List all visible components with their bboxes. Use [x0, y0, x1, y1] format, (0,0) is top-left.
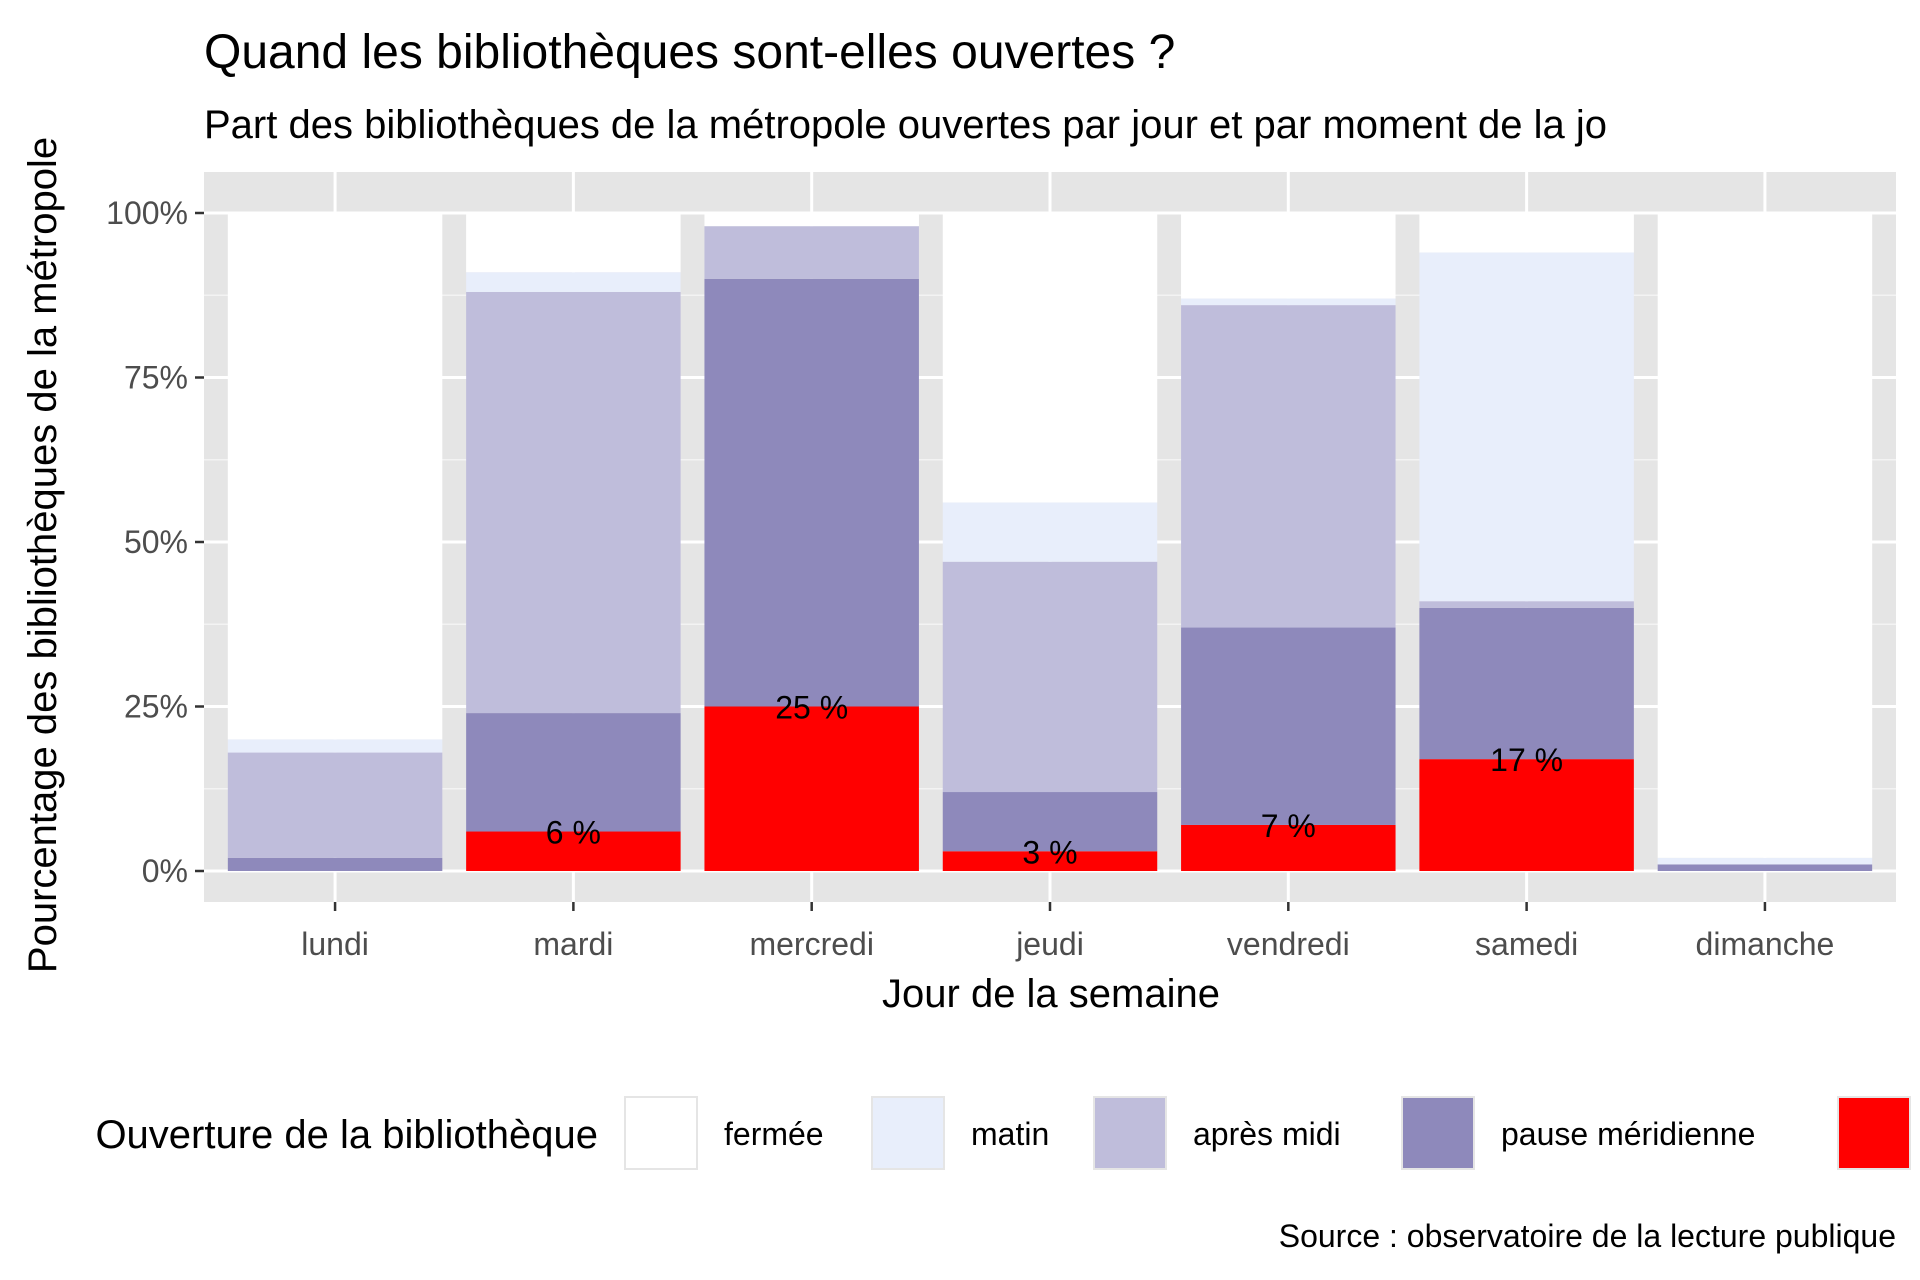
bar-segment-jeudi-ouverte — [942, 851, 1158, 871]
bar-segment-samedi-après-midi — [1419, 601, 1634, 608]
y-tick-label: 0% — [142, 853, 188, 889]
bar-segment-samedi-fermée — [1419, 213, 1634, 253]
data-label-jeudi: 3 % — [1022, 834, 1077, 870]
y-axis-label: Pourcentage des bibliothèques de la métr… — [21, 137, 65, 973]
bar-segment-dimanche-matin — [1657, 857, 1873, 865]
bar-segment-jeudi-après-midi — [942, 561, 1158, 793]
data-label-vendredi: 7 % — [1261, 808, 1316, 844]
bar-segment-lundi-fermée — [227, 213, 443, 740]
bar-segment-mercredi-fermée — [704, 213, 919, 227]
legend-label-après-midi: après midi — [1193, 1116, 1341, 1152]
data-label-mardi: 6 % — [546, 815, 601, 851]
bar-segment-mercredi-après-midi — [704, 226, 919, 279]
bar-segment-mercredi-pause-méridienne — [704, 278, 919, 707]
bar-segment-lundi-matin — [227, 739, 443, 753]
x-tick-label-mardi: mardi — [533, 926, 613, 962]
bar-segment-lundi-après-midi — [227, 752, 443, 858]
x-tick-label-mercredi: mercredi — [749, 926, 873, 962]
x-tick-label-lundi: lundi — [301, 926, 369, 962]
bar-segment-dimanche-fermée — [1657, 213, 1873, 858]
bar-segment-vendredi-ouverte — [1181, 824, 1396, 871]
legend-label-fermée: fermée — [724, 1116, 824, 1152]
legend-label-pause-méridienne: pause méridienne — [1501, 1116, 1755, 1152]
bar-segment-vendredi-pause-méridienne — [1181, 627, 1396, 825]
x-tick-label-samedi: samedi — [1475, 926, 1578, 962]
x-tick-label-vendredi: vendredi — [1227, 926, 1350, 962]
bar-segment-jeudi-fermée — [942, 213, 1158, 503]
legend-key-après-midi — [1093, 1096, 1167, 1170]
chart-title: Quand les bibliothèques sont-elles ouver… — [204, 26, 1175, 79]
legend-title: Ouverture de la bibliothèque — [95, 1113, 598, 1157]
bar-segment-lundi-pause-méridienne — [227, 857, 443, 871]
bar-segment-vendredi-après-midi — [1181, 305, 1396, 628]
bar-segment-vendredi-fermée — [1181, 213, 1396, 299]
y-tick-label: 50% — [124, 524, 188, 560]
chart-subtitle: Part des bibliothèques de la métropole o… — [204, 103, 1607, 147]
legend-key-matin — [871, 1096, 945, 1170]
x-axis-label: Jour de la semaine — [882, 972, 1220, 1016]
bar-segment-jeudi-matin — [942, 502, 1158, 562]
legend-key-ouverte — [1837, 1096, 1911, 1170]
chart-caption: Source : observatoire de la lecture publ… — [1279, 1218, 1896, 1254]
y-tick-label: 75% — [124, 360, 188, 396]
legend-label-matin: matin — [971, 1116, 1049, 1152]
data-label-mercredi: 25 % — [775, 690, 848, 726]
x-tick-label-jeudi: jeudi — [1015, 926, 1084, 962]
bar-segment-mardi-après-midi — [466, 291, 681, 714]
y-tick-label: 25% — [124, 689, 188, 725]
bar-segment-jeudi-pause-méridienne — [942, 792, 1158, 852]
y-tick-label: 100% — [106, 195, 188, 231]
data-label-samedi: 17 % — [1490, 742, 1563, 778]
legend-key-fermée — [624, 1096, 698, 1170]
bar-segment-mercredi-ouverte — [704, 706, 919, 871]
bar-segment-mardi-fermée — [466, 213, 681, 273]
bar-segment-vendredi-matin — [1181, 298, 1396, 306]
bar-segment-mardi-ouverte — [466, 831, 681, 871]
bar-segment-samedi-matin — [1419, 252, 1634, 602]
bar-segment-samedi-pause-méridienne — [1419, 607, 1634, 760]
bar-segment-samedi-ouverte — [1419, 759, 1634, 871]
bar-segment-mardi-matin — [466, 272, 681, 292]
bar-segment-mardi-pause-méridienne — [466, 713, 681, 832]
legend-key-pause-méridienne — [1401, 1096, 1475, 1170]
x-tick-label-dimanche: dimanche — [1696, 926, 1835, 962]
bar-segment-dimanche-pause-méridienne — [1657, 864, 1873, 871]
